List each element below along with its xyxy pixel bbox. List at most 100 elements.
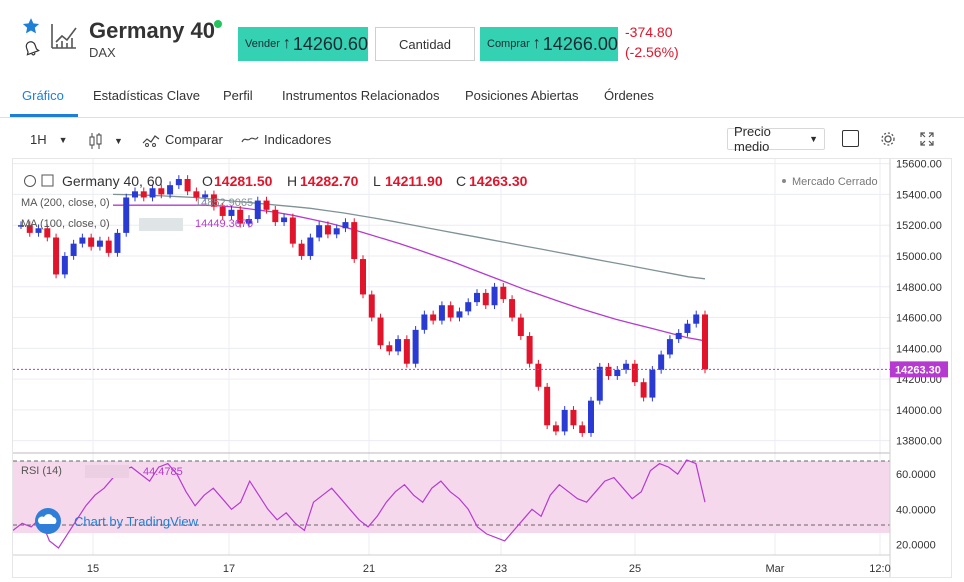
caret-down-icon: ▼ [809, 134, 818, 144]
candle-body [307, 237, 314, 256]
branding-text: Chart by TradingView [74, 514, 199, 529]
candle-body [132, 191, 138, 198]
header: Germany 40 DAX Vender ↑ 14260.60 Cantida… [0, 0, 964, 74]
rsi-band [13, 461, 890, 533]
candle-body [263, 200, 270, 210]
candle-body [438, 305, 445, 321]
tab-perfil[interactable]: Perfil [223, 88, 253, 103]
candle-body [53, 237, 60, 275]
legend-l-value: 14211.90 [385, 173, 443, 189]
axis-labels: 15600.00 15400.00 15200.00 15000.00 14800.00… [87, 159, 948, 575]
legend-o-value: 14281.50 [214, 173, 273, 189]
chart-type-select[interactable]: ▼ [88, 132, 123, 150]
price-tick-label: 14000.00 [896, 405, 942, 417]
buy-button[interactable]: Comprar ↑ 14266.00 [480, 27, 618, 61]
candle-body [175, 179, 182, 186]
arrow-up-icon: ↑ [532, 35, 541, 52]
candle-body [210, 194, 217, 207]
legend-h-value: 14282.70 [300, 173, 359, 189]
candle-body [70, 243, 77, 256]
market-status-dot [214, 20, 222, 28]
fullscreen-box-icon[interactable] [842, 130, 859, 147]
rsi-settings-icon[interactable] [85, 465, 129, 478]
legend-l-label: L [373, 173, 381, 189]
candle-body [447, 305, 454, 318]
time-tick-label: 15 [87, 563, 99, 575]
candle-body [614, 369, 621, 377]
candle-body [149, 188, 156, 198]
candle-body [35, 228, 42, 233]
legend-h-label: H [287, 173, 297, 189]
candle-body [105, 240, 112, 253]
candle-body [588, 400, 594, 433]
caret-down-icon: ▼ [114, 136, 123, 146]
rsi-tick-label: 60.0000 [896, 469, 936, 481]
caret-down-icon: ▼ [58, 134, 68, 145]
tab-posiciones[interactable]: Posiciones Abiertas [465, 88, 579, 103]
candle-body [281, 217, 288, 223]
sell-button[interactable]: Vender ↑ 14260.60 [238, 27, 368, 61]
candle-body [482, 292, 489, 306]
instrument-subtitle: DAX [89, 45, 116, 60]
chart-area[interactable]: 15600.00 15400.00 15200.00 15000.00 14800.00… [12, 158, 952, 578]
candle-body [561, 409, 568, 432]
compare-icon [142, 134, 160, 147]
candle-body [684, 323, 691, 333]
candle-body [535, 363, 542, 387]
buy-label: Comprar [487, 38, 530, 50]
change-absolute: -374.80 [625, 24, 673, 40]
candle-body [298, 243, 305, 256]
indicators-button[interactable]: Indicadores [241, 132, 331, 147]
tradingview-badge[interactable]: Chart by TradingView [35, 508, 199, 534]
candle-body [386, 345, 393, 352]
price-type-select[interactable]: Precio medio ▼ [727, 124, 825, 154]
ma100-settings-icon[interactable] [139, 218, 183, 231]
indicators-label: Indicadores [264, 132, 332, 147]
legend-symbol: Germany 40, 60 [62, 173, 163, 189]
candle-body [289, 217, 296, 244]
collapse-icon[interactable] [24, 175, 36, 187]
price-chart[interactable]: 15600.00 15400.00 15200.00 15000.00 14800.00… [12, 159, 951, 577]
favorite-star-icon[interactable] [22, 17, 40, 35]
candle-body [658, 354, 665, 370]
market-status-icon [782, 179, 786, 183]
candle-body [26, 225, 33, 233]
tab-instrumentos[interactable]: Instrumentos Relacionados [282, 88, 440, 103]
chart-icon[interactable] [50, 20, 78, 50]
ma200-label: MA (200, close, 0) [21, 197, 110, 209]
rsi-tick-label: 20.0000 [896, 539, 936, 551]
candle-body [702, 314, 708, 370]
quantity-button[interactable]: Cantidad [375, 27, 475, 61]
candle-body [158, 188, 165, 195]
candle-body [570, 409, 577, 426]
sell-price: 14260.60 [292, 33, 368, 54]
time-tick-label: 25 [629, 563, 641, 575]
candle-body [430, 314, 437, 321]
candle-body [517, 317, 524, 337]
change-percent: (-2.56%) [625, 44, 679, 60]
price-change: -374.80 (-2.56%) [625, 22, 679, 62]
candle-body [544, 386, 551, 426]
candle-body [526, 336, 533, 364]
candle-body [368, 294, 375, 318]
current-price-label: 14263.30 [895, 364, 941, 376]
tab-grafico[interactable]: Gráfico [22, 88, 64, 103]
interval-select[interactable]: 1H ▼ [30, 132, 68, 147]
bell-icon[interactable] [22, 38, 40, 56]
visibility-icon[interactable] [41, 174, 54, 187]
expand-icon[interactable] [920, 132, 934, 146]
gear-icon[interactable] [880, 131, 896, 147]
buy-price: 14266.00 [542, 33, 618, 54]
candle-body [272, 209, 279, 223]
tab-estadisticas[interactable]: Estadísticas Clave [93, 88, 200, 103]
time-tick-label: 17 [223, 563, 235, 575]
tab-ordenes[interactable]: Órdenes [604, 88, 654, 103]
chart-toolbar: 1H ▼ ▼ Comparar Indicadores Precio medio… [0, 120, 964, 158]
price-type-value: Precio medio [734, 124, 771, 154]
candle-body [605, 366, 612, 377]
compare-button[interactable]: Comparar [142, 132, 223, 147]
candle-body [193, 191, 200, 198]
price-tick-label: 15200.00 [896, 220, 942, 232]
time-tick-label: 23 [495, 563, 507, 575]
candle-body [237, 209, 244, 224]
